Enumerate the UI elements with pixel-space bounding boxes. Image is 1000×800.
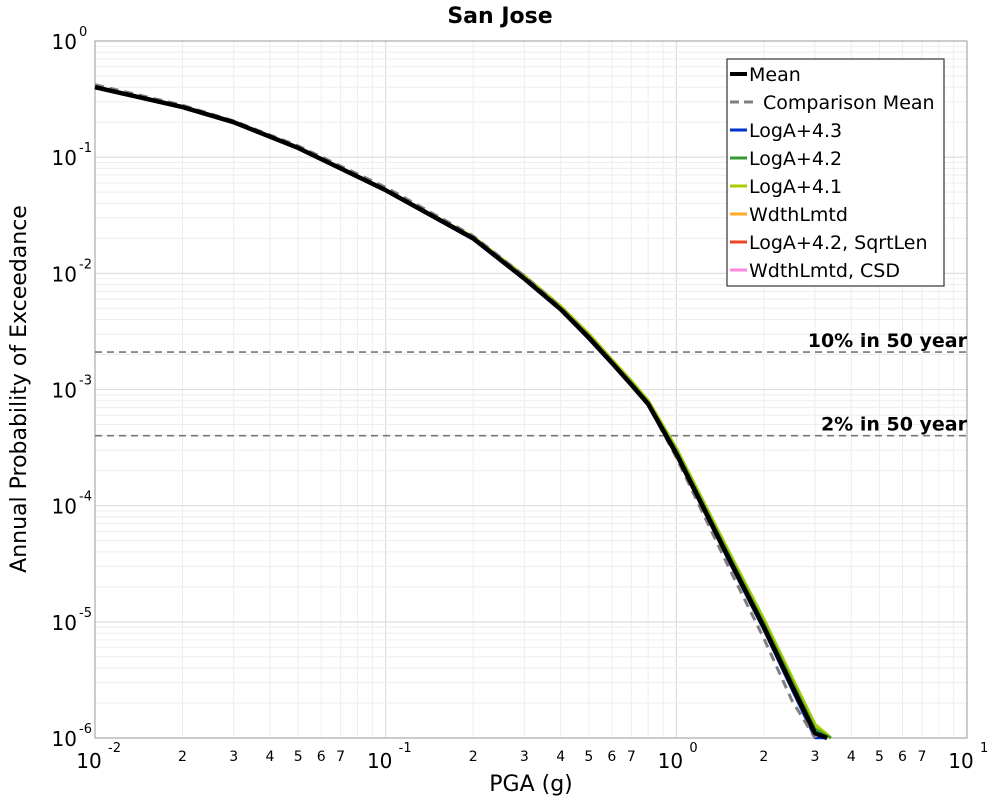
x-minor-tick-label: 2: [759, 749, 768, 765]
x-tick-base: 10: [658, 749, 683, 773]
x-axis-label: PGA (g): [489, 772, 573, 797]
y-tick-label: 10 -5: [52, 606, 92, 635]
y-tick-exponent: -5: [79, 606, 92, 621]
x-tick-base: 10: [948, 749, 973, 773]
legend-label: LogA+4.2, SqrtLen: [749, 232, 928, 254]
x-minor-tick-label: 4: [556, 749, 565, 765]
series-line-wdthlmtd: [94, 86, 828, 740]
y-tick-exponent: -4: [79, 490, 92, 505]
y-tick-label: 10 -1: [52, 141, 92, 170]
x-tick-label: 10 -2: [76, 741, 121, 773]
x-minor-tick-label: 4: [847, 749, 856, 765]
x-minor-tick-label: 5: [294, 749, 303, 765]
y-tick-base: 10: [52, 146, 77, 170]
x-tick-base: 10: [367, 749, 392, 773]
y-tick-base: 10: [52, 495, 77, 519]
series-lines: [94, 83, 832, 741]
y-tick-label: 10 -2: [52, 257, 92, 286]
legend-label: Mean: [749, 64, 801, 86]
x-tick-base: 10: [76, 749, 101, 773]
x-tick-exponent: 0: [689, 741, 697, 756]
legend-label: LogA+4.3: [749, 120, 842, 142]
series-line-loga-4-1: [94, 85, 832, 740]
x-tick-label: 10 0: [658, 741, 698, 773]
legend-item: LogA+4.1: [730, 176, 842, 198]
x-minor-tick-label: 6: [898, 749, 907, 765]
legend-item: LogA+4.3: [730, 120, 842, 142]
y-tick-base: 10: [52, 379, 77, 403]
y-tick-exponent: -3: [79, 374, 92, 389]
x-minor-tick-label: 4: [266, 749, 275, 765]
x-tick-exponent: 1: [980, 741, 988, 756]
legend-item: WdthLmtd, CSD: [730, 260, 900, 282]
x-minor-tick-label: 7: [336, 749, 345, 765]
x-minor-tick-label: 6: [607, 749, 616, 765]
x-minor-tick-label: 5: [875, 749, 884, 765]
x-tick-exponent: -2: [108, 741, 121, 756]
legend-label: WdthLmtd: [749, 204, 848, 226]
reference-lines: 10% in 50 year 2% in 50 year: [95, 330, 968, 437]
legend-label: WdthLmtd, CSD: [749, 260, 900, 282]
chart-title: San Jose: [447, 4, 552, 29]
plot-frame: [94, 40, 968, 739]
y-tick-label: 10 -4: [52, 490, 92, 519]
legend-item: WdthLmtd: [730, 204, 848, 226]
x-minor-tick-label: 6: [317, 749, 326, 765]
x-minor-tick-label: 7: [918, 749, 927, 765]
y-tick-base: 10: [52, 611, 77, 635]
x-minor-tick-label: 3: [811, 749, 820, 765]
y-tick-base: 10: [52, 727, 77, 751]
x-minor-tick-label: 5: [584, 749, 593, 765]
legend: Mean Comparison Mean LogA+4.3 LogA+4.2 LogA+…: [726, 58, 945, 287]
y-tick-base: 10: [52, 262, 77, 286]
legend-item: LogA+4.2, SqrtLen: [730, 232, 928, 254]
series-line-loga-4-3: [94, 86, 828, 740]
y-tick-exponent: -6: [79, 722, 92, 737]
x-tick-exponent: -1: [399, 741, 412, 756]
x-tick-label: 10 -1: [367, 741, 412, 773]
reference-line-label: 10% in 50 year: [808, 330, 968, 352]
y-tick-exponent: -2: [79, 257, 92, 272]
y-tick-label: 10 -6: [52, 722, 92, 751]
y-tick-label: 10 -3: [52, 374, 92, 403]
series-line-mean: [94, 85, 828, 741]
y-tick-base: 10: [52, 30, 77, 54]
legend-label: Comparison Mean: [763, 92, 935, 114]
legend-label: LogA+4.1: [749, 176, 842, 198]
y-axis-label: Annual Probability of Exceedance: [7, 205, 32, 573]
legend-box: [726, 58, 945, 287]
legend-item: Comparison Mean: [730, 92, 935, 114]
legend-item: LogA+4.2: [730, 148, 842, 170]
x-minor-tick-label: 2: [469, 749, 478, 765]
legend-label: LogA+4.2: [749, 148, 842, 170]
x-minor-tick-label: 7: [627, 749, 636, 765]
x-minor-tick-label: 3: [229, 749, 238, 765]
x-tick-label: 10 1: [948, 741, 988, 773]
series-line-wdthlmtd-csd: [94, 86, 828, 740]
reference-line-label: 2% in 50 year: [821, 414, 968, 436]
x-minor-tick-label: 3: [520, 749, 529, 765]
x-minor-tick-label: 2: [178, 749, 187, 765]
series-line-loga-4-2: [94, 86, 832, 740]
series-line-loga-4-2-sqrtlen: [94, 86, 828, 740]
y-tick-exponent: -1: [79, 141, 92, 156]
y-tick-exponent: 0: [79, 25, 87, 40]
legend-item: Mean: [730, 64, 801, 86]
y-tick-label: 10 0: [52, 25, 88, 54]
